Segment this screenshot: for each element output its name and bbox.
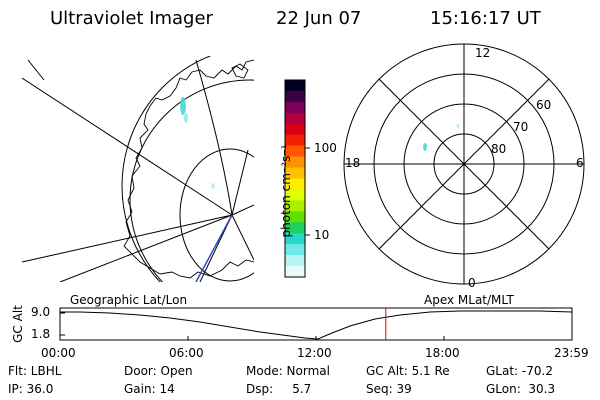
info-seq: Seq: 39 [366,382,412,396]
polar-panel-label: Apex MLat/MLT [424,293,514,307]
altitude-xtick-label-0600: 06:00 [169,346,204,360]
altitude-xtick-label-2359: 23:59 [554,346,589,360]
info-gc-alt: GC Alt: 5.1 Re [366,364,450,378]
info-glon: GLon: 30.3 [486,382,556,396]
coastline-island [231,63,249,79]
geo-pole-circle [179,148,254,282]
info-mode: Mode: Normal [246,364,330,378]
colorbar-tick-100: 100 [314,141,337,155]
mlt-label-0: 0 [468,276,476,290]
instrument-title: Ultraviolet Imager [50,8,213,29]
colorbar-tick-10: 10 [314,228,330,242]
altitude-curve [60,310,573,340]
geo-meridian [195,59,233,216]
info-flt: Flt: LBHL [8,364,62,378]
color-bar-segment [285,80,305,92]
info-door: Door: Open [124,364,193,378]
emission-patch [184,113,188,123]
polar-mlt-line [378,78,550,250]
color-bar-segment [285,200,305,212]
altitude-ytick-label-low: 1.8 [31,327,51,341]
color-bar-segment [285,134,305,147]
color-bar-segment [285,156,305,169]
color-bar-segment [285,189,305,201]
color-bar-segment [285,178,305,191]
observation-time: 15:16:17 UT [430,8,541,29]
altitude-plot-frame [59,307,573,341]
mlt-label-12: 12 [475,46,491,60]
info-glat: GLat: -70.2 [486,364,553,378]
geo-meridian [231,204,254,216]
geo-lat-circle [129,79,254,282]
geo-meridian [22,77,233,216]
altitude-xtick-label-1200: 12:00 [297,346,332,360]
color-bar-segment [285,255,305,267]
color-bar-segment [285,233,305,245]
color-bar-frame [284,79,306,278]
geo-panel-label: Geographic Lat/Lon [70,293,188,307]
color-bar-segment [285,90,305,103]
color-bar-segment [285,123,305,136]
observation-date: 22 Jun 07 [276,8,362,29]
altitude-ylabel: GC Alt [11,305,25,343]
emission-patch [211,183,215,189]
info-dsp: Dsp: 5.7 [246,382,312,396]
spacecraft-track [195,214,233,282]
color-bar-segment [285,167,305,180]
info-gain: Gain: 14 [124,382,175,396]
color-bar-segment [285,211,305,223]
altitude-ytick-label-high: 9.0 [31,305,51,319]
mlt-label-18: 18 [345,156,361,170]
info-ip: IP: 36.0 [8,382,54,396]
color-bar-segment [285,266,305,278]
lat-label-60: 60 [536,98,552,112]
geo-meridian [22,214,233,263]
coastline [123,59,254,279]
lat-label-80: 80 [491,142,507,156]
geo-meridian [231,214,254,261]
emission-patch [180,97,186,115]
altitude-xtick-label-1800: 18:00 [425,346,460,360]
lat-label-70: 70 [513,120,529,134]
color-bar-segment [285,222,305,234]
color-bar [284,79,310,278]
color-bar-segment [285,101,305,114]
emission-patch [423,143,427,151]
color-bar-segment [285,112,305,125]
geo-meridian [59,214,233,282]
emission-patch [456,123,460,129]
color-bar-segment [285,244,305,256]
geo-meridian [231,149,249,216]
mlt-label-6: 6 [576,156,584,170]
altitude-xtick-label-0000: 00:00 [41,346,76,360]
geo-lat-circle [121,56,212,282]
color-bar-segment [285,145,305,158]
geo-meridian [27,59,45,81]
